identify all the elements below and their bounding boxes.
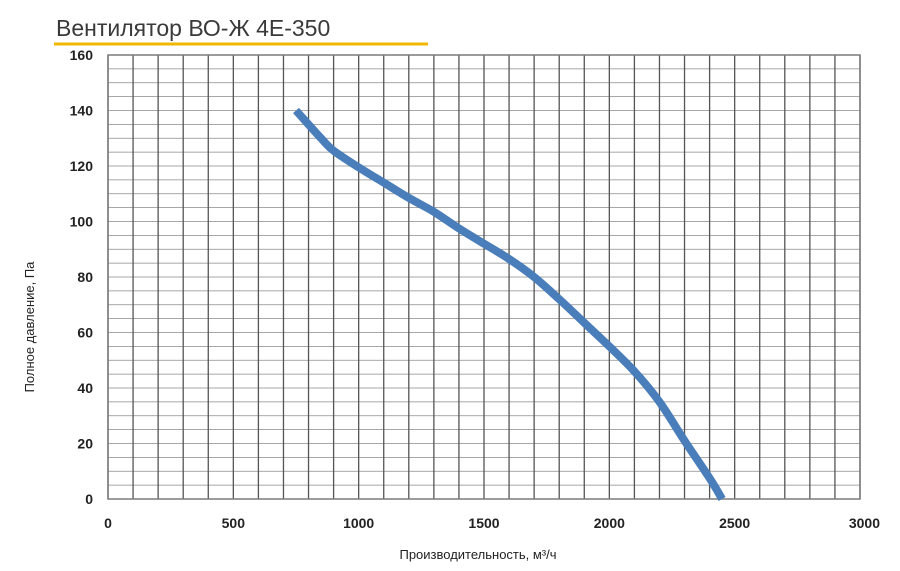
plot-frame [107, 54, 861, 500]
y-tick-label: 140 [70, 103, 94, 119]
x-tick-label: 2500 [719, 515, 750, 531]
x-tick-label: 2000 [594, 515, 625, 531]
y-tick-label: 100 [70, 214, 94, 230]
y-tick-label: 0 [85, 491, 93, 507]
x-tick-label: 0 [104, 515, 112, 531]
x-tick-label: 500 [222, 515, 246, 531]
y-tick-label: 40 [77, 380, 93, 396]
grid [107, 54, 861, 500]
y-axis-label: Полное давление, Па [22, 261, 37, 393]
series [293, 107, 726, 502]
y-tick-label: 60 [77, 325, 93, 341]
x-tick-label: 3000 [849, 515, 880, 531]
x-axis-ticks: 0 500 1000 1500 2000 2500 3000 [104, 515, 880, 531]
y-tick-label: 120 [70, 158, 94, 174]
performance-curve [293, 107, 726, 502]
x-axis-label: Производительность, м³/ч [399, 547, 556, 562]
chart-title: Вентилятор ВО-Ж 4Е-350 [56, 15, 330, 41]
x-tick-label: 1500 [468, 515, 499, 531]
x-tick-label: 1000 [343, 515, 374, 531]
y-axis-ticks: 0 20 40 60 80 100 120 140 160 [70, 47, 94, 507]
y-tick-label: 20 [77, 436, 93, 452]
y-tick-label: 80 [77, 269, 93, 285]
y-tick-label: 160 [70, 47, 94, 63]
